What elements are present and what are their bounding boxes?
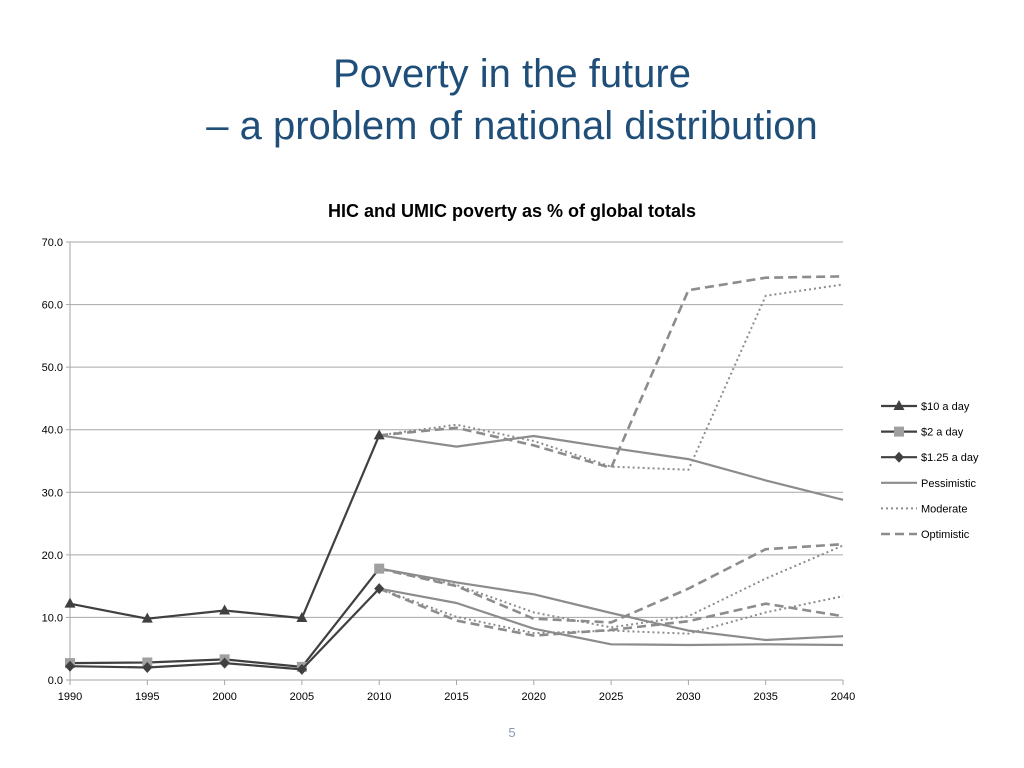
data-point	[65, 660, 75, 672]
series-lines	[64, 275, 844, 675]
slide-title-line-1: Poverty in the future	[333, 52, 691, 96]
x-tick-label: 2035	[753, 691, 777, 703]
x-tick-label: 2000	[212, 691, 236, 703]
x-tick-label: 2040	[831, 691, 855, 703]
x-tick-label: 2010	[367, 691, 391, 703]
x-tick-label: 2005	[290, 691, 314, 703]
data-point	[296, 612, 308, 623]
data-point	[64, 597, 76, 608]
data-point	[141, 612, 153, 623]
y-tick-label: 40.0	[42, 425, 63, 437]
gridlines	[70, 241, 843, 618]
legend: $10 a day $2 a day $1.25 a day Pessimistic M…	[881, 400, 979, 541]
x-tick-label: 2025	[599, 691, 623, 703]
y-tick-label: 10.0	[42, 612, 63, 624]
legend-label: Moderate	[921, 503, 967, 515]
y-tick-label: 50.0	[42, 362, 63, 374]
legend-label: Pessimistic	[921, 478, 977, 490]
x-tick-label: 2015	[444, 691, 468, 703]
data-point	[373, 429, 385, 440]
x-tick-label: 1995	[135, 691, 159, 703]
series-line	[379, 434, 844, 501]
legend-marker	[894, 451, 904, 463]
y-tick-label: 70.0	[42, 237, 63, 249]
x-tick-label: 2030	[676, 691, 700, 703]
legend-label: Optimistic	[921, 529, 970, 541]
series-line	[378, 587, 844, 635]
axes: 0.0 10.0 20.0 30.0 40.0 50.0 60.0 70.0 1990 1995 2…	[42, 237, 856, 703]
legend-label: $2 a day	[921, 427, 964, 439]
series-line	[379, 283, 844, 471]
legend-marker	[893, 400, 905, 410]
y-tick-label: 60.0	[42, 300, 63, 312]
data-point	[374, 583, 385, 595]
series-line	[378, 587, 844, 647]
y-tick-label: 0.0	[48, 675, 63, 687]
data-point	[296, 663, 307, 675]
data-point	[219, 657, 230, 669]
x-tick-label: 1990	[58, 691, 82, 703]
chart-title: HIC and UMIC poverty as % of global tota…	[328, 201, 696, 221]
slide-title-line-2: – a problem of national distribution	[206, 104, 818, 148]
series-line	[69, 434, 381, 620]
x-tick-label: 2020	[522, 691, 546, 703]
legend-label: $1.25 a day	[921, 452, 979, 464]
series-line	[378, 544, 844, 629]
legend-label: $10 a day	[921, 401, 970, 413]
y-tick-label: 30.0	[42, 487, 63, 499]
data-point	[219, 604, 231, 615]
page-number: 5	[508, 725, 516, 740]
data-point	[374, 563, 385, 574]
y-tick-label: 20.0	[42, 550, 63, 562]
slide-title: Poverty in the future – a problem of nat…	[0, 48, 1024, 152]
legend-marker	[894, 426, 904, 437]
series-line	[378, 587, 844, 637]
series-line	[378, 542, 844, 624]
data-point	[142, 661, 153, 673]
series-line	[379, 567, 844, 642]
series-line	[379, 275, 844, 470]
